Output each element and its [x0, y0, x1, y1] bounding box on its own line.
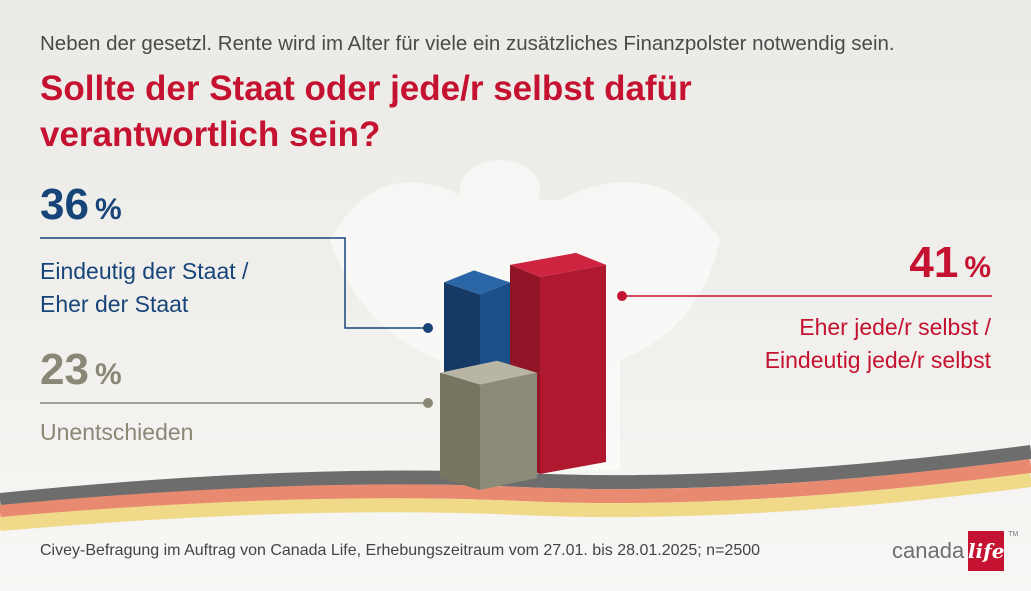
selbst-value: 41	[909, 238, 959, 287]
unentschieden-unit: %	[94, 358, 122, 391]
unentschieden-percent: 23%	[40, 345, 122, 395]
bar-staat-face	[444, 270, 510, 295]
staat-dot	[423, 323, 433, 333]
staat-label: Eindeutig der Staat / Eher der Staat	[40, 255, 248, 321]
bar-unentschieden-face	[440, 372, 480, 490]
selbst-percent: 41%	[909, 238, 991, 288]
question-title: Sollte der Staat oder jede/r selbst dafü…	[40, 69, 692, 154]
staat-unit: %	[94, 193, 122, 226]
bar-selbst-face	[540, 264, 606, 474]
selbst-label: Eher jede/r selbst / Eindeutig jede/r sel…	[765, 311, 991, 377]
bars	[440, 252, 606, 490]
staat-connector	[40, 237, 428, 329]
intro-text: Neben der gesetzl. Rente wird im Alter f…	[40, 32, 895, 55]
bar-unentschieden-face	[480, 372, 537, 490]
staat-label-line1: Eindeutig der Staat /	[40, 258, 249, 284]
staat-label-line2: Eher der Staat	[40, 291, 189, 317]
bar-unentschieden-face	[440, 360, 537, 385]
unentschieden-value: 23	[40, 345, 89, 394]
connector-lines	[40, 237, 992, 408]
staat-value: 36	[40, 180, 89, 229]
selbst-label-line2: Eindeutig jede/r selbst	[764, 347, 991, 373]
selbst-label-line1: Eher jede/r selbst /	[799, 314, 991, 340]
unentschieden-dot	[423, 398, 433, 408]
unentschieden-label: Unentschieden	[40, 419, 194, 445]
staat-percent: 36%	[40, 180, 122, 230]
source-note: Civey-Befragung im Auftrag von Canada Li…	[40, 542, 761, 559]
logo-tm: TM	[1008, 531, 1019, 538]
logo-script: life	[968, 531, 1004, 571]
canada-life-logo: canada life TM	[892, 531, 1018, 571]
logo-word: canada	[892, 538, 965, 563]
bar-unentschieden	[440, 360, 537, 490]
selbst-dot	[617, 291, 627, 301]
bar-selbst-face	[510, 252, 606, 277]
selbst-unit: %	[964, 251, 991, 284]
